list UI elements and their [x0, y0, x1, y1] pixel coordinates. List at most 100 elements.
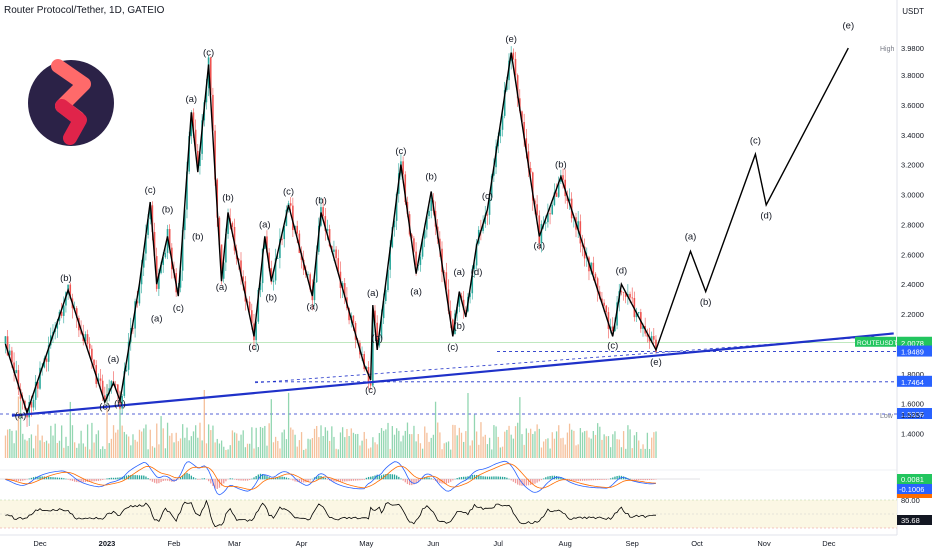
candle-body: [413, 238, 415, 252]
macd-hist-bar: [262, 474, 264, 480]
volume-bar: [30, 434, 33, 458]
volume-bar: [519, 397, 521, 458]
macd-hist-bar: [354, 479, 357, 481]
macd-hist-bar: [216, 479, 218, 489]
volume-bar: [216, 438, 218, 458]
volume-bar: [367, 448, 370, 458]
volume-bar: [125, 434, 128, 458]
volume-bar: [65, 436, 67, 458]
candle-body: [268, 252, 270, 269]
macd-hist-bar: [19, 479, 22, 482]
candle-body: [121, 395, 123, 409]
volume-bar: [326, 430, 329, 458]
volume-bar: [199, 422, 201, 458]
macd-hist-bar: [225, 479, 227, 482]
macd-hist-bar: [106, 478, 108, 480]
volume-bar: [581, 432, 584, 458]
macd-hist-bar: [318, 475, 320, 480]
volume-bar: [333, 436, 335, 458]
volume-bar: [318, 437, 320, 458]
candle-body: [490, 175, 493, 198]
volume-bar: [95, 434, 97, 458]
macd-hist-bar: [229, 478, 231, 480]
volume-bar: [238, 440, 240, 458]
macd-hist-bar: [26, 479, 28, 480]
macd-hist-bar: [350, 479, 352, 481]
candle-body: [402, 161, 404, 175]
volume-bar: [426, 432, 428, 458]
candle-body: [536, 204, 538, 216]
macd-hist-bar: [201, 478, 203, 480]
candle-body: [452, 319, 454, 335]
candle-body: [624, 292, 627, 297]
volume-bar: [357, 433, 359, 458]
wave-label: (a): [185, 94, 197, 105]
volume-bar: [279, 448, 281, 458]
macd-hist-bar: [469, 475, 471, 480]
macd-hist-bar: [616, 476, 618, 480]
macd-hist-bar: [153, 479, 156, 483]
volume-bar: [406, 422, 409, 458]
candle-body: [86, 334, 89, 344]
candle-body: [205, 88, 208, 103]
candle-body: [611, 326, 614, 331]
candle-body: [620, 291, 623, 293]
volume-bar: [264, 425, 266, 458]
volume-bar: [417, 434, 419, 458]
macd-hist-bar: [540, 479, 543, 481]
macd-hist-bar: [50, 477, 52, 480]
wave-label: (b): [114, 399, 126, 410]
candle-body: [544, 222, 547, 224]
macd-hist-bar: [91, 479, 93, 482]
macd-hist-bar: [560, 477, 562, 480]
macd-hist-bar: [396, 475, 398, 480]
volume-bar: [612, 434, 614, 458]
macd-hist-bar: [119, 477, 121, 480]
volume-bar: [562, 437, 564, 458]
macd-hist-bar: [156, 479, 158, 484]
candle-body: [439, 238, 441, 249]
macd-hist-bar: [320, 476, 322, 480]
macd-value: 0.0081: [901, 475, 924, 484]
volume-bar: [67, 445, 69, 458]
macd-hist-bar: [635, 479, 638, 481]
volume-bar: [553, 438, 556, 458]
macd-hist-bar: [512, 479, 515, 482]
candle-body: [283, 225, 286, 240]
volume-bar: [255, 427, 257, 458]
macd-hist-bar: [644, 479, 646, 481]
volume-bar: [73, 442, 76, 458]
macd-hist-bar: [389, 474, 391, 480]
volume-bar: [151, 446, 154, 458]
candle-body: [13, 362, 15, 373]
candle-body: [220, 244, 223, 279]
macd-hist-bar: [640, 479, 642, 481]
candle-body: [209, 57, 212, 95]
candle-body: [160, 264, 162, 274]
volume-bar: [475, 431, 478, 458]
macd-hist-bar: [393, 474, 396, 480]
candle-body: [503, 90, 506, 116]
macd-hist-bar: [579, 479, 582, 481]
volume-bar: [428, 441, 430, 458]
volume-bar: [93, 442, 95, 458]
macd-hist-bar: [484, 476, 486, 480]
volume-bar: [166, 422, 169, 458]
macd-hist-bar: [54, 477, 56, 480]
candle-body: [635, 313, 638, 318]
volume-bar: [207, 424, 210, 458]
macd-hist-bar: [424, 477, 426, 480]
candle-body: [395, 193, 398, 221]
macd-hist-bar: [341, 479, 344, 482]
volume-bar: [201, 440, 203, 458]
price-badge-bg: [897, 408, 932, 420]
macd-hist-bar: [207, 479, 210, 482]
volume-bar: [586, 430, 588, 458]
volume-bar: [341, 427, 344, 458]
macd-hist-bar: [385, 474, 387, 480]
macd-hist-bar: [32, 477, 35, 480]
wave-label: (e): [843, 21, 855, 32]
candle-body: [462, 299, 465, 311]
macd-hist-bar: [313, 477, 316, 480]
macd-hist-bar: [380, 475, 383, 480]
